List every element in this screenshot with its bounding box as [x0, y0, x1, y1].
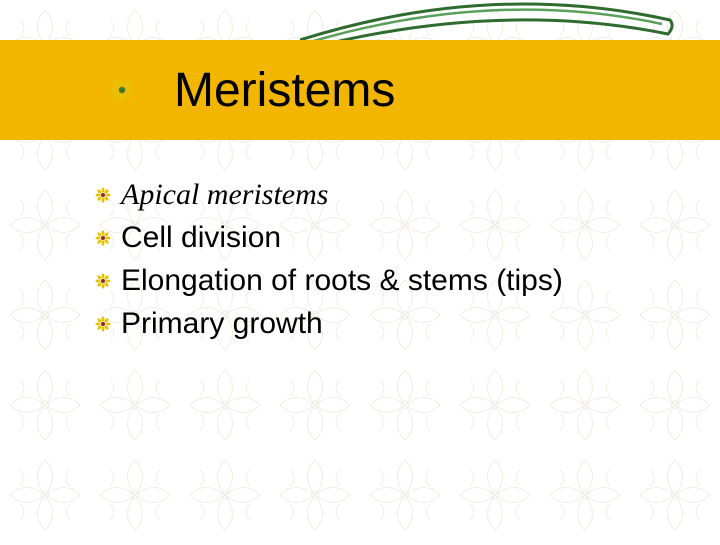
list-item: Elongation of roots & stems (tips) [95, 261, 563, 300]
list-item: Apical meristems [95, 175, 563, 214]
list-item-label: Primary growth [121, 304, 323, 343]
flower-bullet-icon [95, 316, 111, 332]
flower-bullet-icon [95, 187, 111, 203]
list-item: Primary growth [95, 304, 563, 343]
list-item-label: Apical meristems [121, 175, 328, 214]
list-item-label: Elongation of roots & stems (tips) [121, 261, 563, 300]
flower-icon [110, 78, 134, 102]
slide-title: Meristems [174, 63, 395, 118]
list-item: Cell division [95, 218, 563, 257]
content-list: Apical meristems Cell division [95, 175, 563, 347]
flower-bullet-icon [95, 273, 111, 289]
flower-bullet-icon [95, 230, 111, 246]
title-band: Meristems [0, 40, 720, 140]
list-item-label: Cell division [121, 218, 281, 257]
